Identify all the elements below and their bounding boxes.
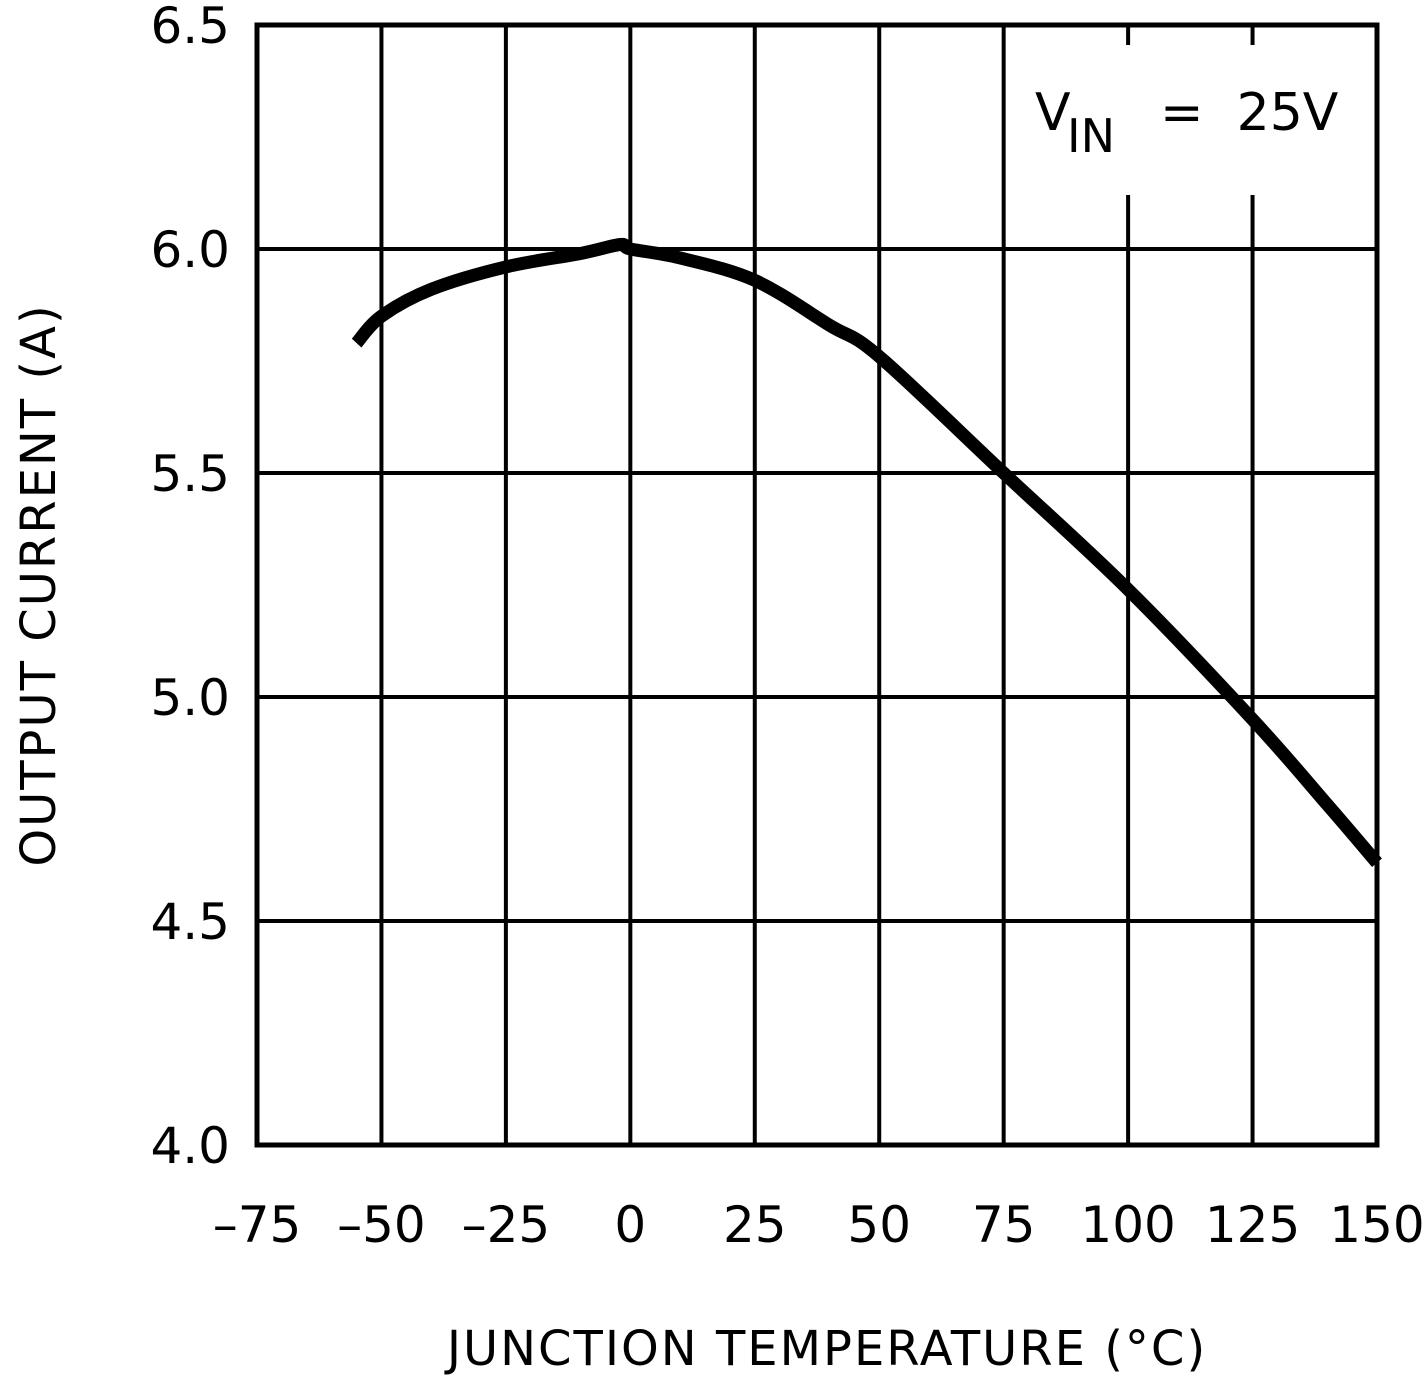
y-tick-label: 5.0	[150, 669, 230, 727]
y-tick-label: 4.0	[150, 1117, 230, 1175]
x-tick-label: 50	[847, 1196, 911, 1254]
y-tick-label: 6.0	[150, 221, 230, 279]
x-tick-label: 75	[972, 1196, 1036, 1254]
y-axis-title: OUTPUT CURRENT (A)	[11, 303, 67, 866]
x-tick-label: –75	[213, 1196, 302, 1254]
x-tick-label: 125	[1205, 1196, 1300, 1254]
x-axis-title: JUNCTION TEMPERATURE (°C)	[444, 1321, 1207, 1376]
annotation-subscript: IN	[1067, 109, 1115, 163]
x-tick-label: 100	[1080, 1196, 1175, 1254]
data-line	[351, 237, 1382, 867]
x-tick-label: –25	[462, 1196, 551, 1254]
x-tick-labels: –75 –50 –25 0 25 50 75 100 125 150	[213, 1196, 1425, 1254]
annotation-background	[1020, 45, 1365, 195]
x-tick-label: 0	[614, 1196, 646, 1254]
annotation-main: V	[1035, 83, 1071, 143]
y-tick-labels: 4.0 4.5 5.0 5.5 6.0 6.5	[150, 0, 230, 1175]
x-tick-label: 150	[1329, 1196, 1424, 1254]
plot-frame	[254, 22, 1380, 1148]
vin-annotation: V IN = 25V	[1035, 83, 1339, 163]
y-tick-label: 4.5	[150, 893, 230, 951]
y-tick-label: 5.5	[150, 445, 230, 503]
annotation-value: = 25V	[1160, 83, 1339, 143]
x-tick-label: 25	[723, 1196, 787, 1254]
x-tick-label: –50	[337, 1196, 426, 1254]
y-tick-label: 6.5	[150, 0, 230, 55]
